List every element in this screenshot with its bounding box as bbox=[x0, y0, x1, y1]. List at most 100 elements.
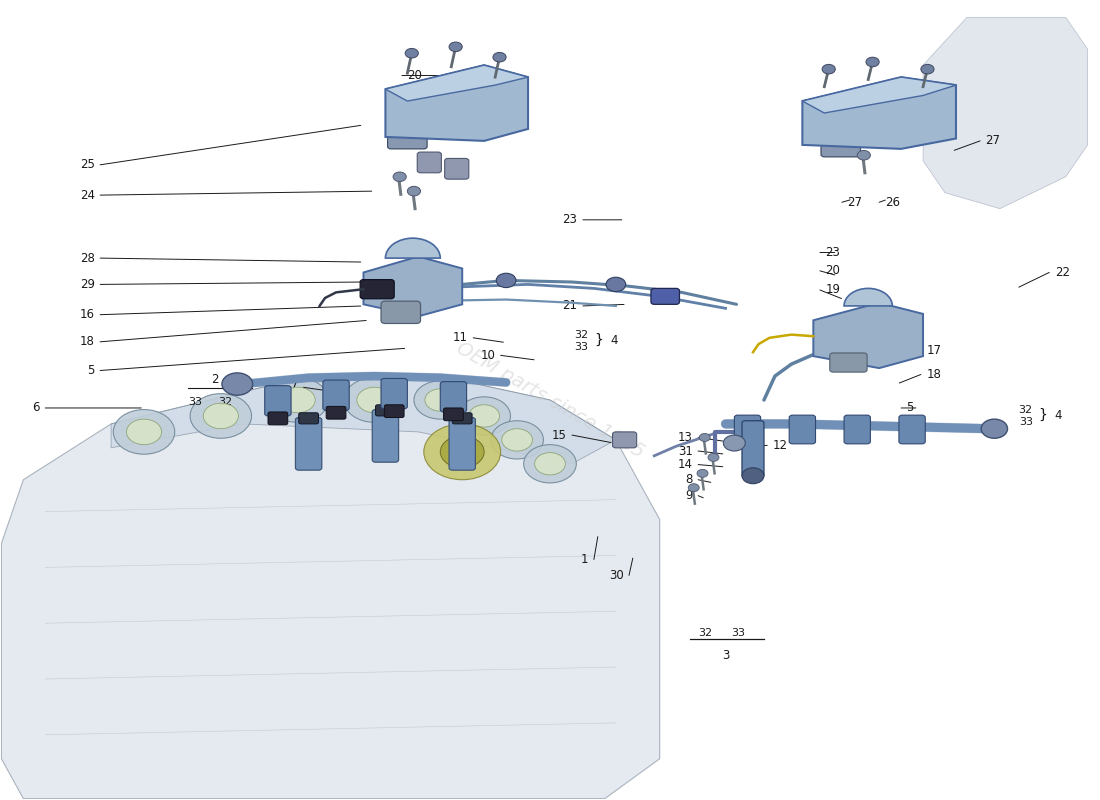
FancyBboxPatch shape bbox=[443, 408, 463, 421]
Text: 32: 32 bbox=[574, 330, 589, 340]
FancyBboxPatch shape bbox=[323, 380, 349, 410]
FancyBboxPatch shape bbox=[296, 418, 322, 470]
FancyBboxPatch shape bbox=[899, 415, 925, 444]
Circle shape bbox=[424, 424, 500, 480]
Text: 33: 33 bbox=[732, 627, 745, 638]
Text: 32: 32 bbox=[698, 627, 713, 638]
Circle shape bbox=[697, 470, 708, 478]
Text: 28: 28 bbox=[80, 251, 95, 265]
Text: 1: 1 bbox=[581, 553, 589, 566]
Text: 15: 15 bbox=[551, 429, 566, 442]
Text: 33: 33 bbox=[188, 397, 202, 407]
FancyBboxPatch shape bbox=[742, 421, 764, 478]
Circle shape bbox=[535, 453, 565, 475]
Circle shape bbox=[724, 435, 746, 451]
FancyBboxPatch shape bbox=[735, 415, 761, 444]
Circle shape bbox=[496, 274, 516, 287]
Circle shape bbox=[449, 42, 462, 52]
Text: 5: 5 bbox=[87, 364, 95, 377]
Circle shape bbox=[356, 387, 392, 413]
Circle shape bbox=[493, 53, 506, 62]
Circle shape bbox=[204, 403, 239, 429]
Text: 24: 24 bbox=[79, 189, 95, 202]
Text: 11: 11 bbox=[453, 331, 468, 344]
Circle shape bbox=[458, 397, 510, 435]
Circle shape bbox=[343, 378, 405, 422]
Text: 9: 9 bbox=[685, 489, 693, 502]
Polygon shape bbox=[813, 302, 923, 368]
Circle shape bbox=[921, 64, 934, 74]
Text: 31: 31 bbox=[678, 445, 693, 458]
Text: 4: 4 bbox=[1055, 409, 1063, 422]
Text: 5: 5 bbox=[906, 402, 914, 414]
Circle shape bbox=[222, 373, 253, 395]
Text: 33: 33 bbox=[574, 342, 589, 351]
Text: 25: 25 bbox=[80, 158, 95, 171]
Text: OEM parts since 1985: OEM parts since 1985 bbox=[453, 338, 647, 462]
Text: 18: 18 bbox=[80, 335, 95, 348]
Circle shape bbox=[190, 394, 252, 438]
Wedge shape bbox=[385, 238, 440, 258]
Circle shape bbox=[822, 64, 835, 74]
FancyBboxPatch shape bbox=[327, 406, 345, 419]
FancyBboxPatch shape bbox=[299, 413, 319, 424]
FancyBboxPatch shape bbox=[372, 410, 398, 462]
Text: 27: 27 bbox=[847, 196, 862, 209]
Polygon shape bbox=[802, 77, 956, 113]
Circle shape bbox=[393, 172, 406, 182]
Polygon shape bbox=[111, 376, 616, 464]
Text: 27: 27 bbox=[986, 134, 1001, 147]
Text: 14: 14 bbox=[678, 458, 693, 471]
Circle shape bbox=[113, 410, 175, 454]
FancyBboxPatch shape bbox=[265, 386, 292, 416]
Text: 2: 2 bbox=[211, 373, 219, 386]
FancyBboxPatch shape bbox=[613, 432, 637, 448]
Text: 4: 4 bbox=[610, 334, 618, 346]
Circle shape bbox=[414, 381, 466, 419]
Circle shape bbox=[405, 49, 418, 58]
Circle shape bbox=[440, 436, 484, 468]
FancyBboxPatch shape bbox=[449, 418, 475, 470]
Circle shape bbox=[524, 445, 576, 483]
Text: 20: 20 bbox=[825, 264, 840, 278]
FancyBboxPatch shape bbox=[789, 415, 815, 444]
FancyBboxPatch shape bbox=[375, 405, 395, 416]
Text: 21: 21 bbox=[562, 299, 578, 313]
Circle shape bbox=[857, 150, 870, 160]
Circle shape bbox=[407, 186, 420, 196]
Text: 19: 19 bbox=[446, 82, 461, 95]
FancyBboxPatch shape bbox=[444, 158, 469, 179]
Text: 17: 17 bbox=[926, 344, 942, 357]
Circle shape bbox=[700, 434, 711, 442]
Text: 30: 30 bbox=[608, 569, 624, 582]
FancyBboxPatch shape bbox=[417, 152, 441, 173]
Text: }: } bbox=[594, 334, 603, 347]
Circle shape bbox=[491, 421, 543, 459]
FancyBboxPatch shape bbox=[384, 405, 404, 418]
Text: 26: 26 bbox=[884, 196, 900, 209]
FancyBboxPatch shape bbox=[381, 301, 420, 323]
FancyBboxPatch shape bbox=[387, 134, 427, 149]
Text: 12: 12 bbox=[772, 439, 788, 452]
FancyBboxPatch shape bbox=[829, 353, 867, 372]
Circle shape bbox=[708, 454, 719, 462]
Text: 22: 22 bbox=[1055, 266, 1069, 279]
FancyBboxPatch shape bbox=[268, 412, 288, 425]
Circle shape bbox=[469, 405, 499, 427]
Text: 6: 6 bbox=[32, 402, 40, 414]
Polygon shape bbox=[1, 376, 660, 798]
Polygon shape bbox=[923, 18, 1088, 209]
FancyBboxPatch shape bbox=[844, 415, 870, 444]
Circle shape bbox=[126, 419, 162, 445]
Text: 19: 19 bbox=[825, 283, 840, 297]
Circle shape bbox=[502, 429, 532, 451]
Text: 32: 32 bbox=[1019, 405, 1033, 414]
FancyBboxPatch shape bbox=[821, 142, 860, 157]
Text: 23: 23 bbox=[562, 214, 578, 226]
Text: 13: 13 bbox=[678, 431, 693, 444]
Text: }: } bbox=[1038, 408, 1047, 422]
Wedge shape bbox=[844, 288, 892, 306]
Circle shape bbox=[981, 419, 1008, 438]
Circle shape bbox=[267, 378, 329, 422]
Text: 20: 20 bbox=[407, 69, 422, 82]
